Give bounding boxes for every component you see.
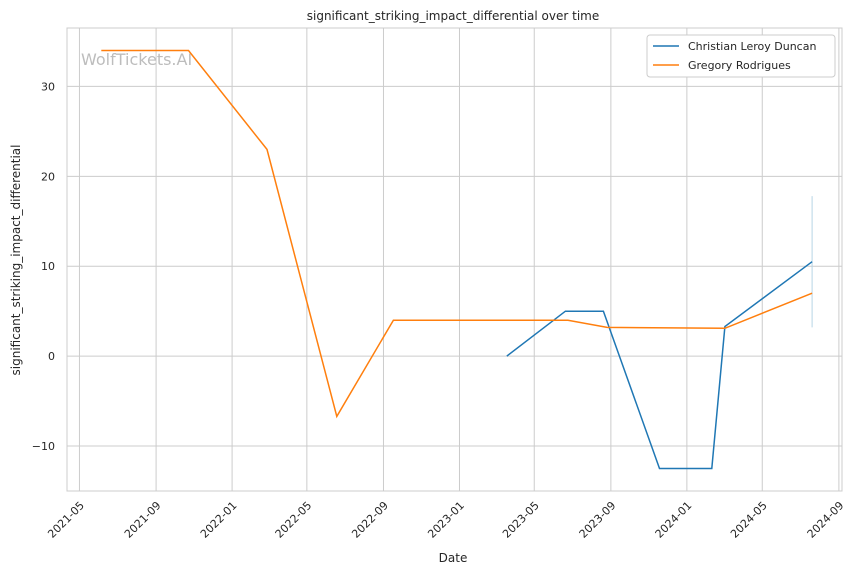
y-tick-label: 20 <box>41 170 55 183</box>
x-tick-label: 2023-09 <box>577 499 619 541</box>
plot-frame <box>67 28 842 491</box>
x-axis-label: Date <box>439 551 468 565</box>
y-axis-ticks: −10 0 10 20 30 <box>32 80 55 453</box>
legend-label: Christian Leroy Duncan <box>688 40 816 53</box>
y-tick-label: 30 <box>41 80 55 93</box>
series-group <box>101 51 812 469</box>
x-tick-label: 2022-01 <box>198 499 240 541</box>
x-tick-label: 2021-05 <box>45 499 87 541</box>
grid <box>67 28 842 491</box>
x-tick-label: 2024-05 <box>728 499 770 541</box>
x-tick-label: 2023-05 <box>500 499 542 541</box>
x-axis-ticks: 2021-05 2021-09 2022-01 2022-05 2022-09 2023-… <box>45 499 846 541</box>
y-tick-label: 10 <box>41 260 55 273</box>
series-line-1 <box>101 51 812 417</box>
chart-title: significant_striking_impact_differential… <box>307 9 599 23</box>
y-tick-label: −10 <box>32 440 55 453</box>
x-tick-label: 2023-01 <box>425 499 467 541</box>
y-tick-label: 0 <box>48 350 55 363</box>
x-tick-label: 2022-05 <box>273 499 315 541</box>
x-tick-label: 2021-09 <box>122 499 164 541</box>
legend: Christian Leroy Duncan Gregory Rodrigues <box>647 35 835 77</box>
x-tick-label: 2024-09 <box>805 499 847 541</box>
x-tick-label: 2024-01 <box>653 499 695 541</box>
y-axis-label: significant_striking_impact_differential <box>9 145 23 376</box>
watermark: WolfTickets.AI <box>81 50 192 69</box>
x-tick-label: 2022-09 <box>349 499 391 541</box>
series-line-0 <box>507 262 812 469</box>
legend-label: Gregory Rodrigues <box>688 59 791 72</box>
